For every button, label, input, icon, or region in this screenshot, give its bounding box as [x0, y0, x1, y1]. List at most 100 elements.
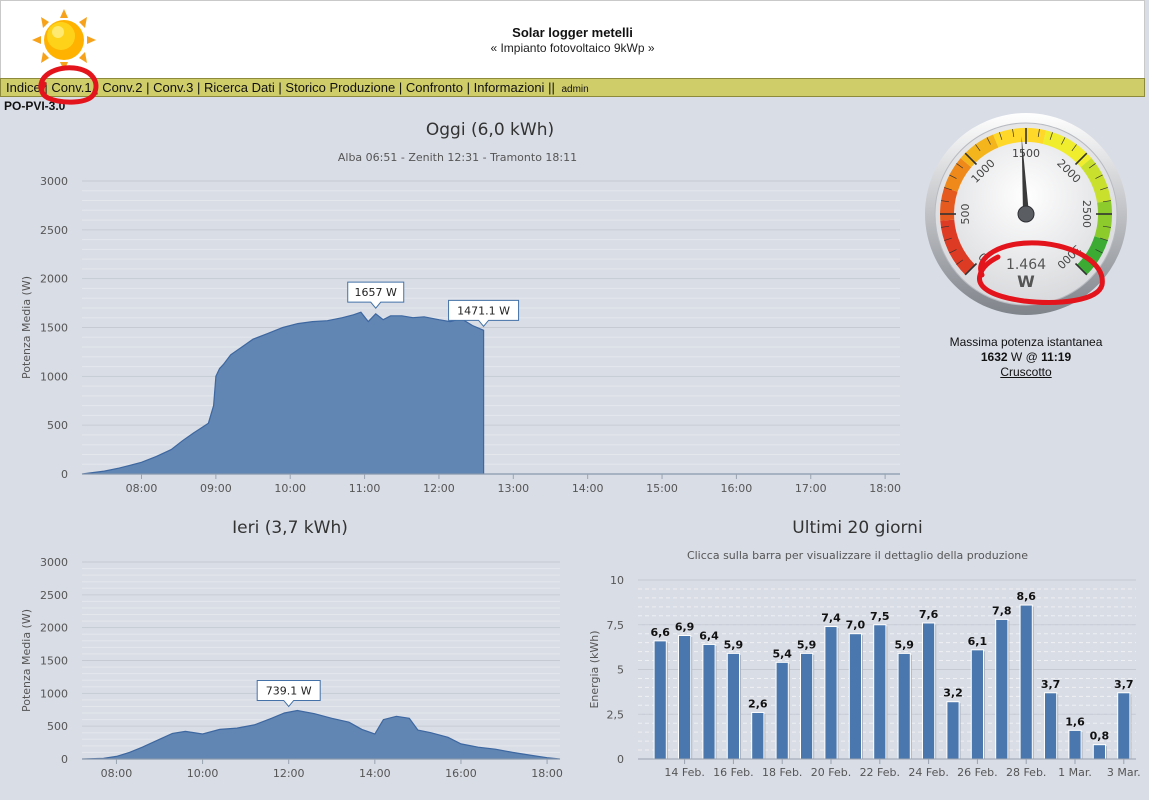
x-tick-label: 10:00 — [274, 482, 306, 495]
max-power-caption: Massima potenza istantanea — [949, 335, 1103, 349]
y-tick-label: 2500 — [40, 589, 68, 602]
gauge-tick — [999, 132, 1003, 140]
daily-energy-bar[interactable] — [751, 711, 765, 760]
gauge-color-band — [944, 158, 972, 192]
bar-value-label: 3,2 — [943, 687, 963, 700]
x-tick-label: 18:00 — [869, 482, 901, 495]
y-tick-label: 500 — [47, 720, 68, 733]
daily-energy-bar[interactable] — [897, 652, 911, 760]
gauge-tick — [1088, 163, 1096, 169]
gauge-color-band — [1094, 200, 1112, 241]
daily-energy-bar[interactable] — [653, 640, 667, 760]
gauge-needle-hub — [1017, 205, 1035, 223]
gauge-color-band — [940, 187, 958, 221]
x-tick-label: 17:00 — [795, 482, 827, 495]
daily-energy-bar[interactable] — [873, 624, 887, 760]
gauge-tick-label: 2500 — [1080, 200, 1093, 228]
bar-value-label: 7,4 — [821, 612, 841, 625]
daily-energy-bar[interactable] — [1117, 692, 1131, 760]
bar-value-label: 1,6 — [1065, 715, 1085, 728]
gauge-tick — [956, 163, 964, 169]
nav-separator: | — [196, 80, 201, 95]
y-tick-label: 1500 — [40, 655, 68, 668]
nav-user-admin[interactable]: admin — [561, 84, 589, 95]
x-tick-label: 12:00 — [423, 482, 455, 495]
daily-energy-bar[interactable] — [702, 643, 716, 760]
daily-energy-bar[interactable] — [678, 634, 692, 760]
daily-energy-bar[interactable] — [1092, 744, 1106, 760]
daily-energy-bar[interactable] — [970, 649, 984, 760]
last20-energy-chart: 0 2,5 5 7,5 10 Energia (kWh) 6,6 6,9 6,4 5,9 2,6 5,… — [588, 574, 1141, 779]
gauge-tick — [1095, 174, 1103, 179]
daily-energy-bar[interactable] — [1019, 604, 1033, 760]
gauge-color-band — [940, 219, 976, 275]
gauge-tick — [956, 259, 964, 265]
bar-value-label: 6,9 — [675, 620, 695, 633]
daily-energy-bar[interactable] — [922, 622, 936, 760]
x-tick-label: 14 Feb. — [664, 766, 704, 779]
gauge-tick — [1061, 137, 1066, 145]
nav-double-separator: || — [548, 80, 555, 95]
daily-energy-bar[interactable] — [1068, 729, 1082, 760]
gauge-tick — [1037, 129, 1040, 138]
daily-energy-bar[interactable] — [726, 652, 741, 760]
y-axis-label: Energia (kWh) — [588, 630, 601, 708]
max-power-time: 11:19 — [1041, 350, 1072, 364]
bar-value-label: 7,6 — [919, 608, 939, 621]
gauge-tick-label: 1500 — [1012, 147, 1040, 160]
y-tick-label: 1500 — [40, 322, 68, 335]
power-series-area — [81, 709, 561, 760]
data-tooltip — [256, 679, 321, 708]
nav-ricerca-dati[interactable]: Ricerca Dati — [203, 80, 275, 95]
x-tick-label: 20 Feb. — [811, 766, 851, 779]
x-tick-label: 22 Feb. — [860, 766, 900, 779]
daily-energy-bar[interactable] — [848, 633, 862, 760]
gauge-tick — [1100, 187, 1108, 191]
y-axis-label: Potenza Media (W) — [20, 609, 33, 712]
y-tick-label: 0 — [61, 468, 68, 481]
gauge-tick — [949, 174, 957, 179]
x-tick-label: 26 Feb. — [957, 766, 997, 779]
bar-value-label: 8,6 — [1016, 590, 1036, 603]
main-navigation: Indice | Conv.1 | Conv.2 | Conv.3 | Rice… — [0, 78, 1145, 97]
last20-chart-subtitle: Clicca sulla barra per visualizzare il d… — [686, 549, 1029, 562]
gauge-tick — [1074, 152, 1088, 166]
daily-energy-bar[interactable] — [775, 661, 789, 760]
nav-separator: | — [398, 80, 403, 95]
gauge-tick — [1071, 144, 1077, 152]
bar-value-label: 5,9 — [894, 638, 914, 651]
nav-conv1[interactable]: Conv.1 — [51, 80, 92, 95]
nav-confronto[interactable]: Confronto — [405, 80, 463, 95]
y-tick-label: 2000 — [40, 622, 68, 635]
nav-storico-produzione[interactable]: Storico Produzione — [285, 80, 396, 95]
nav-conv3[interactable]: Conv.3 — [153, 80, 194, 95]
x-tick-label: 3 Mar. — [1107, 766, 1141, 779]
daily-energy-bar[interactable] — [995, 618, 1009, 760]
x-tick-label: 18:00 — [531, 767, 563, 780]
gauge-tick — [944, 187, 952, 191]
gauge-tick — [941, 225, 950, 228]
x-tick-label: 12:00 — [273, 767, 305, 780]
gauge-tick — [1049, 132, 1053, 140]
nav-conv2[interactable]: Conv.2 — [102, 80, 143, 95]
daily-energy-bar[interactable] — [1044, 692, 1058, 760]
daily-energy-bar[interactable] — [800, 652, 814, 760]
y-tick-label: 0 — [61, 753, 68, 766]
site-title: Solar logger metelli — [512, 25, 633, 40]
y-tick-label: 2000 — [40, 273, 68, 286]
gauge-tick — [1102, 225, 1111, 228]
gauge-tick — [964, 152, 978, 166]
bar-value-label: 5,9 — [724, 638, 744, 651]
daily-energy-bar[interactable] — [946, 701, 960, 760]
max-power-value-line: 1632 W @ 11:19 — [928, 350, 1124, 365]
nav-indice[interactable]: Indice — [6, 80, 41, 95]
daily-energy-bar[interactable] — [824, 626, 838, 760]
gauge-tick — [1012, 129, 1015, 138]
cruscotto-link[interactable]: Cruscotto — [1000, 365, 1052, 379]
y-tick-label: 10 — [610, 574, 624, 587]
bar-value-label: 5,9 — [797, 638, 817, 651]
gauge-tick — [986, 137, 991, 145]
today-chart-subtitle: Alba 06:51 - Zenith 12:31 - Tramonto 18:… — [337, 151, 578, 164]
nav-informazioni[interactable]: Informazioni — [473, 80, 545, 95]
bar-value-label: 0,8 — [1090, 730, 1110, 743]
